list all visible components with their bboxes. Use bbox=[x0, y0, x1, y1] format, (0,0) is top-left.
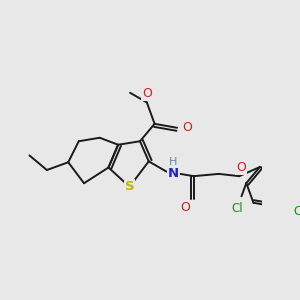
Text: N: N bbox=[168, 167, 179, 180]
Text: S: S bbox=[125, 180, 134, 193]
Text: O: O bbox=[142, 87, 152, 100]
Text: O: O bbox=[183, 121, 193, 134]
Text: Cl: Cl bbox=[293, 205, 300, 218]
Text: Cl: Cl bbox=[231, 202, 243, 215]
Text: O: O bbox=[180, 201, 190, 214]
Text: O: O bbox=[236, 161, 246, 174]
Text: H: H bbox=[169, 157, 178, 167]
